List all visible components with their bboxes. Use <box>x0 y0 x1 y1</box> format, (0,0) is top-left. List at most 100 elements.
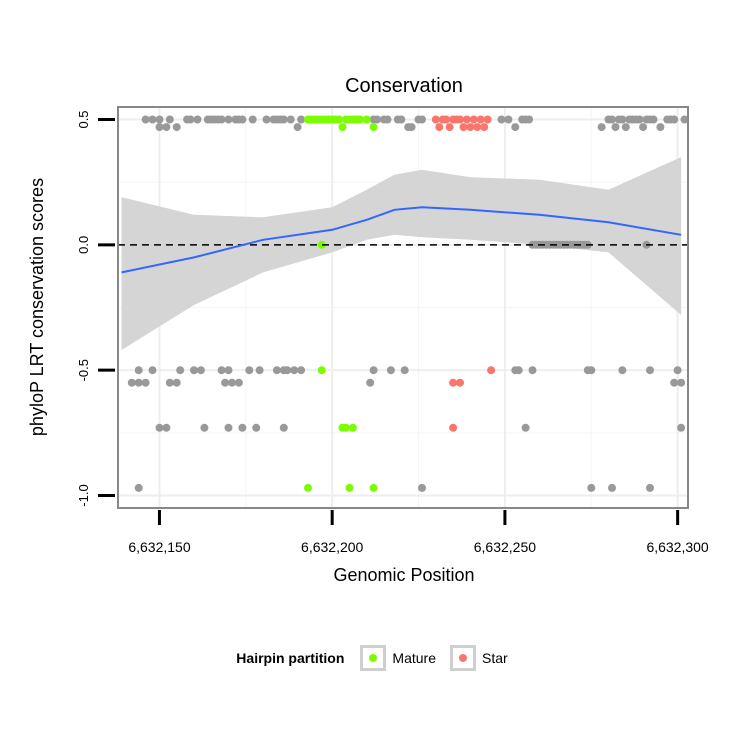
data-point-other <box>224 115 233 124</box>
data-point-star <box>473 123 482 132</box>
data-point-other <box>635 115 644 124</box>
data-point-mature <box>355 115 364 124</box>
data-point-other <box>418 115 426 124</box>
data-point-other <box>597 123 606 132</box>
data-point-other <box>134 483 143 492</box>
data-point-other <box>286 115 295 124</box>
data-point-other <box>677 423 686 432</box>
data-point-other <box>646 483 654 492</box>
data-point-other <box>155 423 164 432</box>
data-point-other <box>293 123 302 132</box>
y-tick-label: -0.5 <box>76 359 91 381</box>
data-point-star <box>449 378 458 387</box>
data-point-star <box>442 115 451 124</box>
data-point-mature <box>348 423 357 432</box>
legend-key-star <box>450 645 476 671</box>
data-point-mature <box>342 423 350 432</box>
data-point-other <box>386 366 395 375</box>
legend: Hairpin partition Mature Star <box>0 640 750 676</box>
data-point-other <box>646 366 654 375</box>
data-point-other <box>165 115 174 124</box>
data-point-other <box>670 378 679 387</box>
data-point-other <box>290 366 299 375</box>
data-point-other <box>193 115 202 124</box>
data-point-other <box>162 423 171 432</box>
smooth-line <box>121 206 682 274</box>
data-point-other <box>283 366 292 375</box>
data-point-star <box>456 115 464 124</box>
data-point-other <box>272 366 281 375</box>
data-point-star <box>476 115 485 124</box>
legend-item-mature: Mature <box>360 645 436 671</box>
data-point-other <box>217 115 226 124</box>
data-point-other <box>680 115 689 124</box>
data-point-other <box>618 115 627 124</box>
data-point-star <box>480 123 489 132</box>
confidence-band <box>121 157 682 351</box>
data-point-other <box>297 366 306 375</box>
data-point-other <box>279 115 288 124</box>
data-point-star <box>456 378 464 387</box>
data-point-other <box>190 366 198 375</box>
data-point-other <box>155 115 164 124</box>
data-point-other <box>155 123 164 132</box>
data-point-other <box>248 115 257 124</box>
data-point-other <box>148 366 157 375</box>
data-point-other <box>221 378 230 387</box>
data-point-other <box>148 115 157 124</box>
data-point-star <box>466 123 475 132</box>
data-point-other <box>677 378 686 387</box>
data-point-other <box>400 366 409 375</box>
legend-title: Hairpin partition <box>236 650 345 666</box>
data-point-other <box>639 123 648 132</box>
data-point-other <box>238 423 247 432</box>
data-point-other <box>511 123 520 132</box>
y-axis-label: phyloP LRT conservation scores <box>27 178 47 436</box>
data-point-other <box>397 115 406 124</box>
data-point-other <box>504 115 513 124</box>
data-point-other <box>172 123 181 132</box>
data-point-other <box>373 115 382 124</box>
data-point-other <box>297 115 306 124</box>
data-point-other <box>608 115 616 124</box>
data-point-other <box>587 483 596 492</box>
data-point-other <box>141 378 150 387</box>
data-point-other <box>162 123 171 132</box>
y-tick-label: -1.0 <box>76 484 91 506</box>
data-point-mature <box>369 483 378 492</box>
data-point-other <box>407 123 416 132</box>
data-point-mature <box>304 483 312 492</box>
data-point-other <box>618 366 627 375</box>
data-point-star <box>449 423 458 432</box>
data-point-mature <box>345 483 354 492</box>
panel-border <box>117 106 689 509</box>
data-point-mature <box>317 240 326 249</box>
data-point-mature <box>317 366 326 375</box>
data-point-mature <box>362 115 371 124</box>
data-point-other <box>514 366 523 375</box>
data-point-mature <box>335 115 344 124</box>
data-point-other <box>234 378 243 387</box>
data-point-mature <box>369 123 378 132</box>
legend-item-star: Star <box>450 645 508 671</box>
data-point-star <box>459 123 468 132</box>
data-point-other <box>670 115 679 124</box>
data-point-star <box>462 115 471 124</box>
data-point-other <box>200 423 209 432</box>
data-point-other <box>217 366 226 375</box>
data-point-other <box>656 123 665 132</box>
data-point-star <box>435 123 444 132</box>
data-point-other <box>611 123 620 132</box>
y-tick-label: 0.5 <box>76 110 91 128</box>
data-point-other <box>176 366 185 375</box>
data-point-other <box>228 378 236 387</box>
data-point-other <box>587 366 596 375</box>
data-point-other <box>279 423 288 432</box>
mature-dot-icon <box>369 654 378 662</box>
data-point-other <box>238 115 247 124</box>
data-point-other <box>497 115 506 124</box>
data-point-star <box>431 115 440 124</box>
data-point-other <box>621 123 630 132</box>
data-point-other <box>673 366 682 375</box>
